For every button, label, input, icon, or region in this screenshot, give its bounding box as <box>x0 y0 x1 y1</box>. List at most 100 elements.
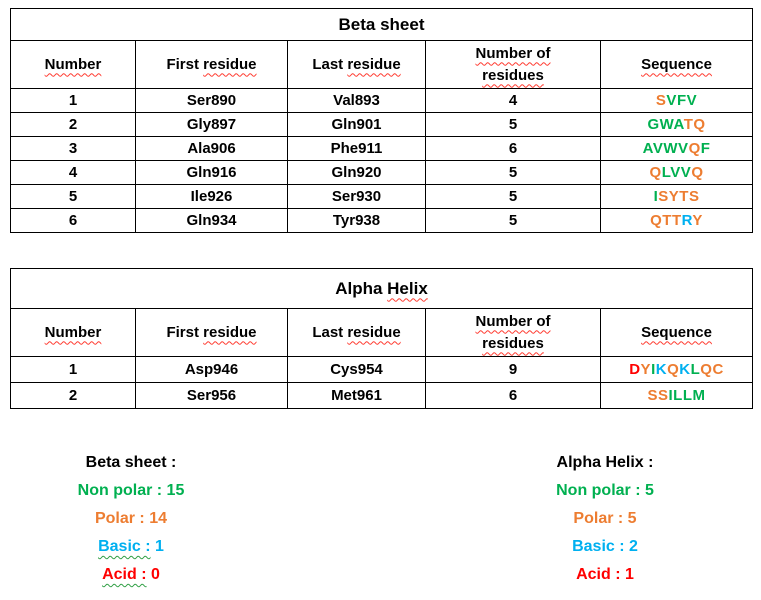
residue-letter: I <box>668 387 674 404</box>
word: Beta sheet <box>338 14 425 34</box>
misspelled-word: residues <box>482 66 544 84</box>
summary-value: 14 <box>144 510 168 527</box>
residue-count-cell: 6 <box>425 136 601 161</box>
word: First <box>166 55 204 73</box>
first-residue-cell: Ser890 <box>135 88 288 113</box>
residue-letter: I <box>653 188 659 205</box>
header-line: Last residue <box>289 322 425 344</box>
residue-letter: L <box>682 387 693 404</box>
summary-label: Non polar : <box>77 482 163 499</box>
table-title-row: Beta sheet <box>9 8 754 41</box>
sequence-cell: ISYTS <box>599 184 754 209</box>
summary-label: Polar : <box>94 510 145 527</box>
row-number-cell: 3 <box>10 136 136 161</box>
misspelled-word: residue <box>347 55 401 73</box>
misspelled-word: residue <box>203 55 257 73</box>
residue-letter: T <box>683 116 694 133</box>
residue-letter: T <box>662 212 672 229</box>
summary-line-polar: Polar : 14 <box>0 505 262 533</box>
residue-letter: V <box>678 140 689 157</box>
header-cell: Last residue <box>287 308 426 357</box>
table-header-row: Number First residue Last residue Number of… <box>10 308 753 357</box>
summary-line-basic: Basic : 1 <box>0 533 262 561</box>
sequence-cell: GWATQ <box>599 112 754 137</box>
residue-count-cell: 5 <box>425 160 601 185</box>
misspelled-word: Number <box>44 323 102 341</box>
misspelled-word: residue <box>347 323 401 341</box>
residue-letter: C <box>712 361 724 378</box>
misspelled-word: Sequence <box>641 323 712 341</box>
residue-count-cell: 4 <box>425 88 601 113</box>
residue-letter: Q <box>700 361 713 378</box>
summary-line-non-polar: Non polar : 5 <box>452 477 758 505</box>
residue-letter: Q <box>688 140 701 157</box>
residue-letter: V <box>680 164 692 181</box>
summary-line-polar: Polar : 5 <box>452 505 758 533</box>
table-title: Beta sheet <box>9 8 754 41</box>
misspelled-word: Number <box>44 55 102 73</box>
table-row: 4 Gln916 Gln920 5 QLVVQ <box>10 160 754 185</box>
last-residue-cell: Tyr938 <box>287 208 426 233</box>
alpha-helix-summary: Alpha Helix : Non polar : 5 Polar : 5 Basic… <box>452 449 758 589</box>
header-line: First residue <box>137 54 287 76</box>
misspelled-word: Sequence <box>641 55 712 73</box>
sequence-cell: DYIKQKLQC <box>600 356 753 383</box>
residue-letter: L <box>690 361 701 378</box>
row-number-cell: 2 <box>10 382 136 409</box>
header-cell: Sequence <box>600 308 753 357</box>
table-row: 1 Ser890 Val893 4 SVFV <box>10 88 754 113</box>
first-residue-cell: Gln934 <box>135 208 288 233</box>
header-cell: Number of residues <box>425 40 601 89</box>
residue-letter: G <box>647 116 660 133</box>
table-row: 2 Gly897 Gln901 5 GWATQ <box>10 112 754 137</box>
summary-label: Acid : <box>576 566 621 583</box>
residue-letter: S <box>658 188 669 205</box>
summary-line-basic: Basic : 2 <box>452 533 758 561</box>
residue-letter: V <box>666 92 677 109</box>
last-residue-cell: Gln920 <box>287 160 426 185</box>
summary-value: 5 <box>623 510 637 527</box>
misspelled-word: residue <box>203 323 257 341</box>
residue-letter: W <box>659 116 674 133</box>
summary-title: Beta sheet : <box>85 454 177 471</box>
header-line: Sequence <box>602 54 752 76</box>
table-row: 2 Ser956 Met961 6 SSILLM <box>10 382 753 409</box>
sequence-cell: SSILLM <box>600 382 753 409</box>
header-cell: First residue <box>135 308 288 357</box>
residue-letter: K <box>679 361 691 378</box>
residue-count-cell: 9 <box>425 356 601 383</box>
header-line: Number of <box>427 311 600 333</box>
residue-letter: Y <box>668 188 680 205</box>
summary-label: Acid : <box>102 566 147 583</box>
residue-letter: T <box>671 212 682 229</box>
first-residue-cell: Gln916 <box>135 160 288 185</box>
header-cell: Sequence <box>599 40 754 89</box>
residue-letter: Q <box>650 212 663 229</box>
first-residue-cell: Gly897 <box>135 112 288 137</box>
header-line: residues <box>427 65 600 87</box>
row-number-cell: 4 <box>10 160 136 185</box>
beta-sheet-table: Beta sheet Number First residue Last residu… <box>9 8 754 233</box>
sequence-cell: SVFV <box>599 88 754 113</box>
last-residue-cell: Gln901 <box>287 112 426 137</box>
residue-count-cell: 6 <box>425 382 601 409</box>
table-title-row: Alpha Helix <box>10 268 753 309</box>
residue-letter: Q <box>667 361 680 378</box>
residue-letter: Y <box>640 361 652 378</box>
header-line: Sequence <box>602 322 752 344</box>
table-body: Beta sheet Number First residue Last residu… <box>9 8 754 233</box>
residue-letter: R <box>681 212 693 229</box>
sequence-cell: AVWVQF <box>599 136 754 161</box>
header-line: Number of <box>427 43 600 65</box>
residue-letter: F <box>676 92 687 109</box>
residue-letter: K <box>655 361 668 378</box>
residue-letter: Q <box>693 116 706 133</box>
header-line: First residue <box>137 322 287 344</box>
residue-letter: S <box>647 387 658 404</box>
summary-value: 2 <box>624 538 638 555</box>
table-row: 6 Gln934 Tyr938 5 QTTRY <box>10 208 754 233</box>
sequence-cell: QTTRY <box>599 208 754 233</box>
row-number-cell: 6 <box>10 208 136 233</box>
first-residue-cell: Ile926 <box>135 184 288 209</box>
word: Last <box>312 55 348 73</box>
